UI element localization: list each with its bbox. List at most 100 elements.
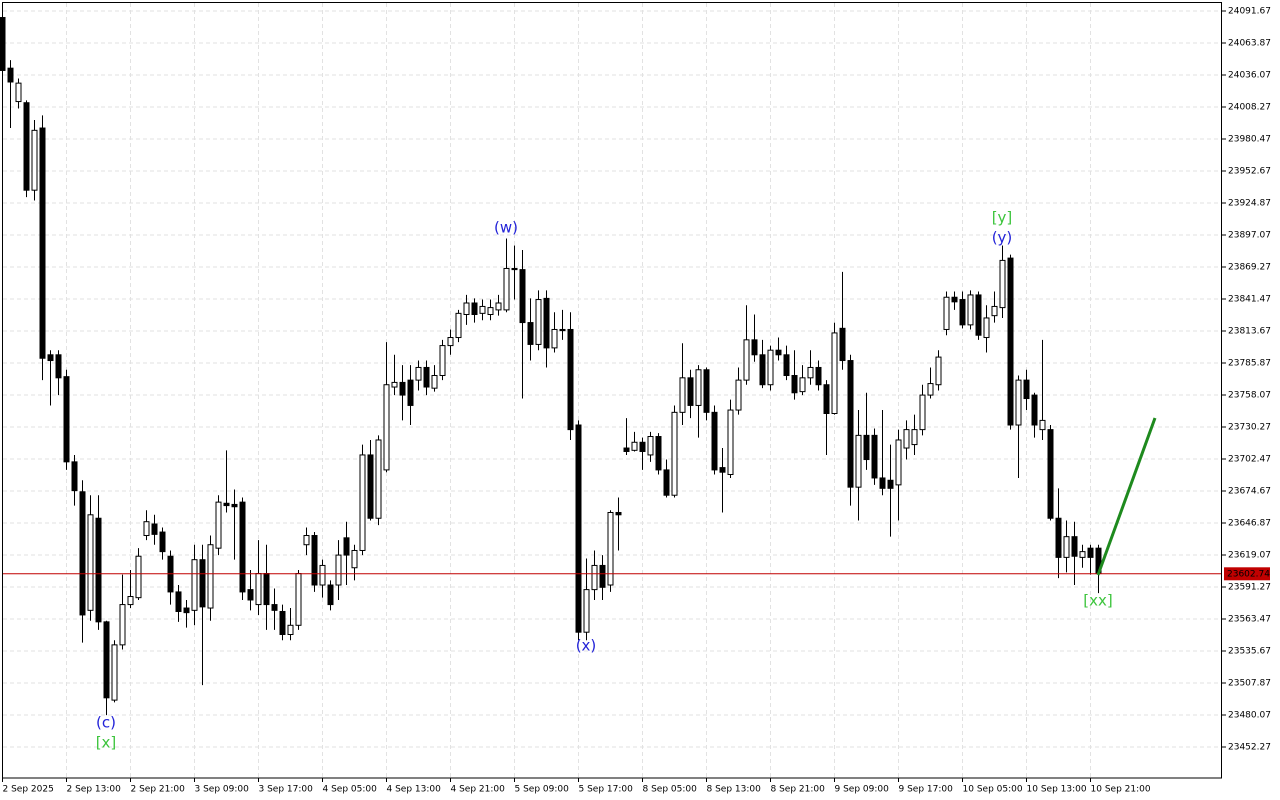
plot-frame xyxy=(2,2,1222,779)
candle-body xyxy=(223,502,230,507)
candle-body xyxy=(423,366,430,388)
candle-body xyxy=(503,267,510,311)
candle-body xyxy=(567,328,574,431)
candle-body xyxy=(719,467,726,473)
y-tick-label: 23785.87 xyxy=(1228,359,1271,369)
candle-body xyxy=(287,624,294,636)
x-tick-label: 4 Sep 05:00 xyxy=(323,785,378,795)
candle-body xyxy=(735,379,742,411)
y-tick-label: 23646.87 xyxy=(1228,519,1271,529)
candle-body xyxy=(695,369,702,406)
candle-body xyxy=(655,436,662,471)
y-tick-label: 23841.47 xyxy=(1228,295,1271,305)
candle-body xyxy=(295,572,302,626)
candle-body xyxy=(615,511,622,516)
candle-body xyxy=(183,607,190,614)
candle-body xyxy=(679,377,686,413)
candle-body xyxy=(135,555,142,599)
candle-body xyxy=(367,454,374,519)
candle-body xyxy=(927,383,934,396)
y-tick-label: 23702.47 xyxy=(1228,455,1271,465)
candle-body xyxy=(415,366,422,381)
y-tick-label: 23897.07 xyxy=(1228,231,1271,241)
x-tick-label: 10 Sep 21:00 xyxy=(1091,785,1151,795)
candle-body xyxy=(935,356,942,386)
candle-body xyxy=(119,604,126,646)
candle-body xyxy=(399,381,406,396)
y-tick-label: 23591.27 xyxy=(1228,583,1271,593)
candle-body xyxy=(1039,419,1046,431)
y-tick-label: 23507.87 xyxy=(1228,679,1271,689)
y-tick-label: 23869.27 xyxy=(1228,263,1271,273)
candle-body xyxy=(1007,257,1014,426)
wave-label: [y] xyxy=(992,209,1013,227)
candle-body xyxy=(1063,536,1070,558)
candle-body xyxy=(911,429,918,446)
y-tick-label: 23952.67 xyxy=(1228,167,1271,177)
candle-body xyxy=(815,366,822,386)
candle-body xyxy=(647,436,654,456)
candle-body xyxy=(447,337,454,347)
x-tick-label: 8 Sep 05:00 xyxy=(643,785,698,795)
candle-body xyxy=(271,604,278,611)
candle-body xyxy=(791,375,798,394)
candle-body xyxy=(15,82,22,103)
candle-body xyxy=(303,535,310,546)
candle-body xyxy=(255,572,262,606)
candle-body xyxy=(23,102,30,191)
candle-body xyxy=(807,366,814,379)
candle-body xyxy=(7,67,14,83)
plot: (c) [x] (w) (x) [y] (y) [xx] xyxy=(0,15,1222,752)
candle-body xyxy=(431,375,438,389)
candle-body xyxy=(903,429,910,449)
y-tick-label: 23619.07 xyxy=(1228,551,1271,561)
y-tick-label: 23535.67 xyxy=(1228,647,1271,657)
y-tick-label: 23813.67 xyxy=(1228,327,1271,337)
x-tick-label: 2 Sep 13:00 xyxy=(67,785,122,795)
candle-body xyxy=(279,610,286,636)
candle-body xyxy=(247,589,254,601)
candle-body xyxy=(775,349,782,356)
candle-body xyxy=(263,572,270,606)
candle-body xyxy=(687,377,694,406)
candle-body xyxy=(999,259,1006,309)
candle-body xyxy=(887,479,894,489)
candle-body xyxy=(391,381,398,388)
y-tick-label: 24063.87 xyxy=(1228,39,1271,49)
x-tick-label: 3 Sep 09:00 xyxy=(195,785,250,795)
candle-body xyxy=(639,441,646,452)
candle-body xyxy=(743,339,750,381)
candle-body xyxy=(519,269,526,324)
candle-body xyxy=(31,129,38,191)
candle-body xyxy=(559,328,566,332)
y-tick-label: 23980.47 xyxy=(1228,135,1271,145)
y-tick-label: 23674.67 xyxy=(1228,487,1271,497)
candle-body xyxy=(943,296,950,330)
x-tick-label: 8 Sep 21:00 xyxy=(771,785,826,795)
candle-body xyxy=(631,441,638,451)
candle-body xyxy=(71,461,78,492)
candle-body xyxy=(39,127,46,359)
candle-body xyxy=(991,305,998,317)
x-tick-label: 3 Sep 17:00 xyxy=(259,785,314,795)
candle-body xyxy=(871,434,878,479)
candle-body xyxy=(1079,551,1086,558)
candle-body xyxy=(87,514,94,611)
candle-body xyxy=(463,302,470,316)
candle-body xyxy=(535,299,542,345)
candle-body xyxy=(623,447,630,452)
candle-body xyxy=(895,439,902,486)
last-price-box xyxy=(1224,567,1270,581)
candle-body xyxy=(327,584,334,606)
y-tick-label: 23924.87 xyxy=(1228,199,1271,209)
candle-body xyxy=(983,317,990,339)
axes: 24091.67 24063.87 24036.07 24008.27 23980.47… xyxy=(2,7,1271,795)
last-price-label: 23602.74 xyxy=(1227,569,1270,579)
candle-body xyxy=(831,332,838,414)
candle-body xyxy=(1023,379,1030,400)
candle-body xyxy=(95,517,102,623)
candle-body xyxy=(359,454,366,551)
candle-body xyxy=(63,376,70,463)
x-tick-label: 5 Sep 09:00 xyxy=(515,785,570,795)
